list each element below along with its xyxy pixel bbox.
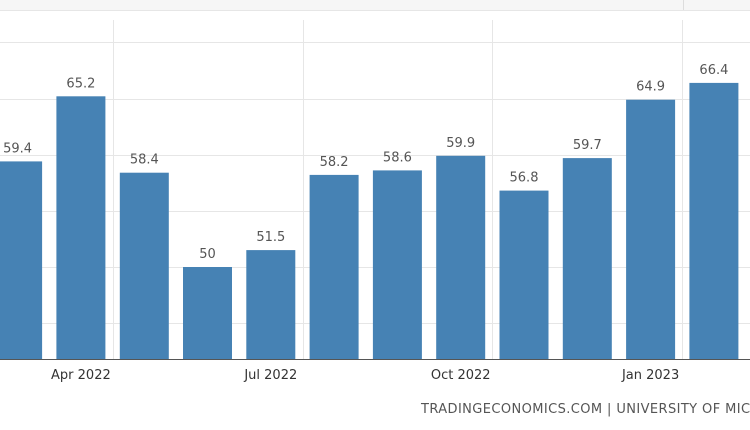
bar	[0, 161, 43, 359]
x-tick-label: Oct 2022	[431, 368, 491, 383]
top-strip-divider	[683, 0, 684, 10]
bar	[562, 158, 612, 359]
bar	[246, 250, 296, 359]
bar	[119, 172, 169, 359]
bar-value-label: 58.6	[383, 150, 412, 165]
bar-chart: 59.4 65.2 58.4 50 51.5 58.2 58.6 59.9 56.8 59.7 64…	[0, 20, 750, 383]
source-credit: TRADINGECONOMICS.COM | UNIVERSITY OF MIC…	[421, 402, 750, 417]
bar	[436, 155, 486, 359]
bar	[689, 82, 739, 360]
bar	[183, 267, 232, 359]
bar-value-label: 65.2	[66, 76, 95, 91]
bar-value-label: 66.4	[699, 63, 728, 78]
bar-value-label: 58.2	[320, 155, 349, 170]
bar-value-label: 58.4	[130, 153, 159, 168]
bar-value-label: 59.4	[3, 141, 32, 156]
bar-value-label: 56.8	[510, 171, 539, 186]
bar	[56, 96, 106, 360]
bar	[372, 170, 422, 359]
x-tick-label: Jan 2023	[621, 368, 679, 383]
bar-value-label: 51.5	[256, 230, 285, 245]
bar-value-label: 59.9	[446, 136, 475, 151]
bar-value-label: 59.7	[573, 138, 602, 153]
bar-value-label: 50	[199, 247, 216, 262]
bar	[499, 190, 549, 359]
top-strip	[0, 0, 750, 11]
bar	[626, 99, 676, 359]
bar	[309, 174, 359, 359]
bar-value-label: 64.9	[636, 80, 665, 95]
x-tick-label: Apr 2022	[51, 368, 111, 383]
x-tick-label: Jul 2022	[243, 368, 297, 383]
